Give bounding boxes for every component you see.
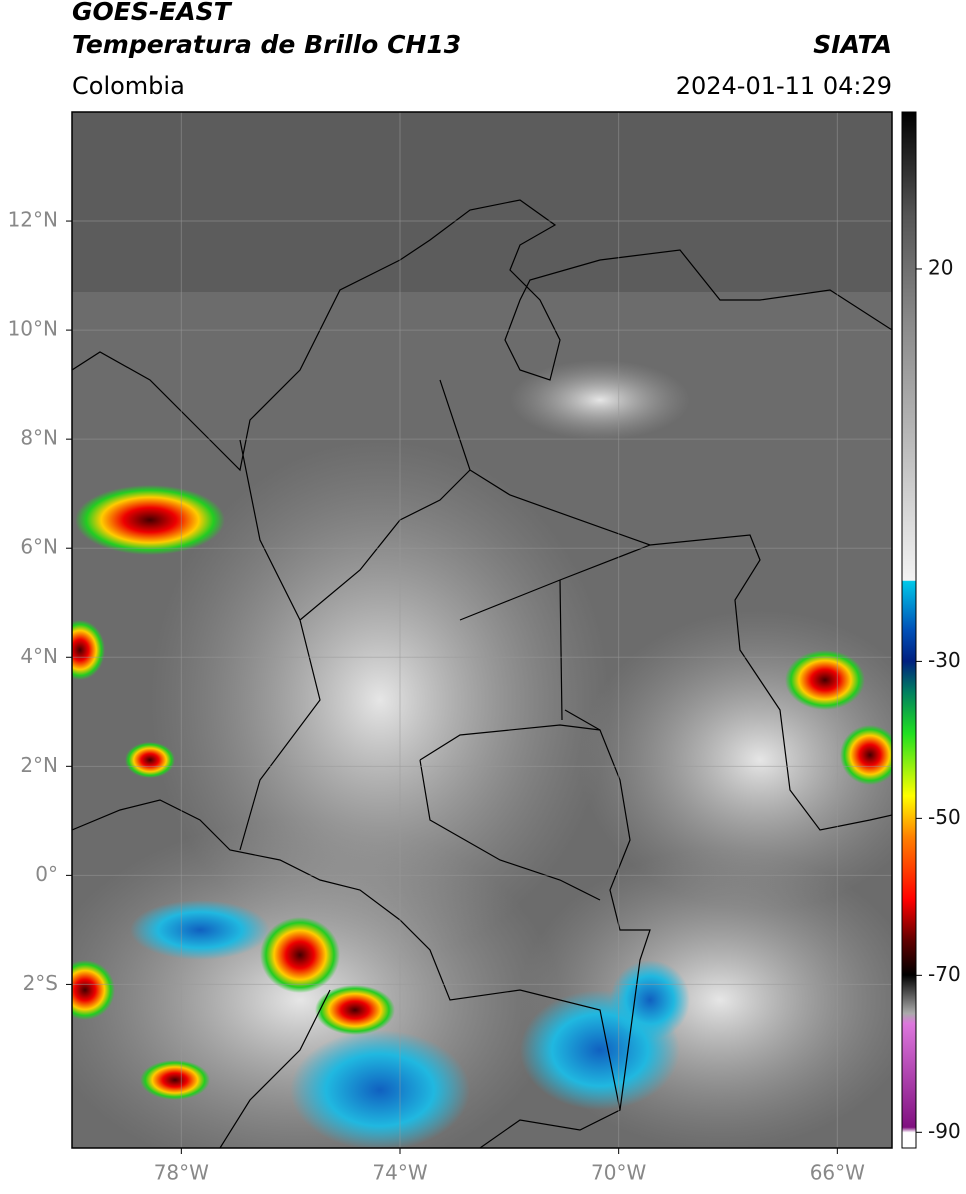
y-tick-label: 2°N <box>20 753 58 777</box>
x-tick-label: 66°W <box>810 1161 865 1185</box>
y-tick-label: 4°N <box>20 644 58 668</box>
region: Colombia <box>72 72 185 100</box>
colorbar-tick-label: -30 <box>928 648 961 672</box>
y-tick-label: 2°S <box>23 971 58 995</box>
y-tick-label: 10°N <box>8 317 58 341</box>
colorbar-tick-label: -90 <box>928 1119 961 1143</box>
title: GOES-EAST <box>72 0 233 26</box>
x-tick-label: 74°W <box>372 1161 427 1185</box>
colorbar <box>901 111 917 1149</box>
subtitle: Temperatura de Brillo CH13 <box>72 30 461 59</box>
satellite-image <box>72 112 892 1148</box>
y-tick-label: 12°N <box>8 208 58 232</box>
datetime: 2024-01-11 04:29 <box>676 72 892 100</box>
map-frame <box>71 111 893 1149</box>
colorbar-tick-label: -70 <box>928 962 961 986</box>
x-tick-label: 70°W <box>591 1161 646 1185</box>
x-tick-label: 78°W <box>154 1161 209 1185</box>
y-tick-label: 6°N <box>20 535 58 559</box>
source: SIATA <box>813 30 892 59</box>
y-tick-label: 0° <box>35 862 58 886</box>
y-tick-label: 8°N <box>20 426 58 450</box>
graticule <box>72 112 892 1148</box>
colorbar-tick-label: 20 <box>928 255 953 279</box>
colorbar-tick-label: -50 <box>928 805 961 829</box>
